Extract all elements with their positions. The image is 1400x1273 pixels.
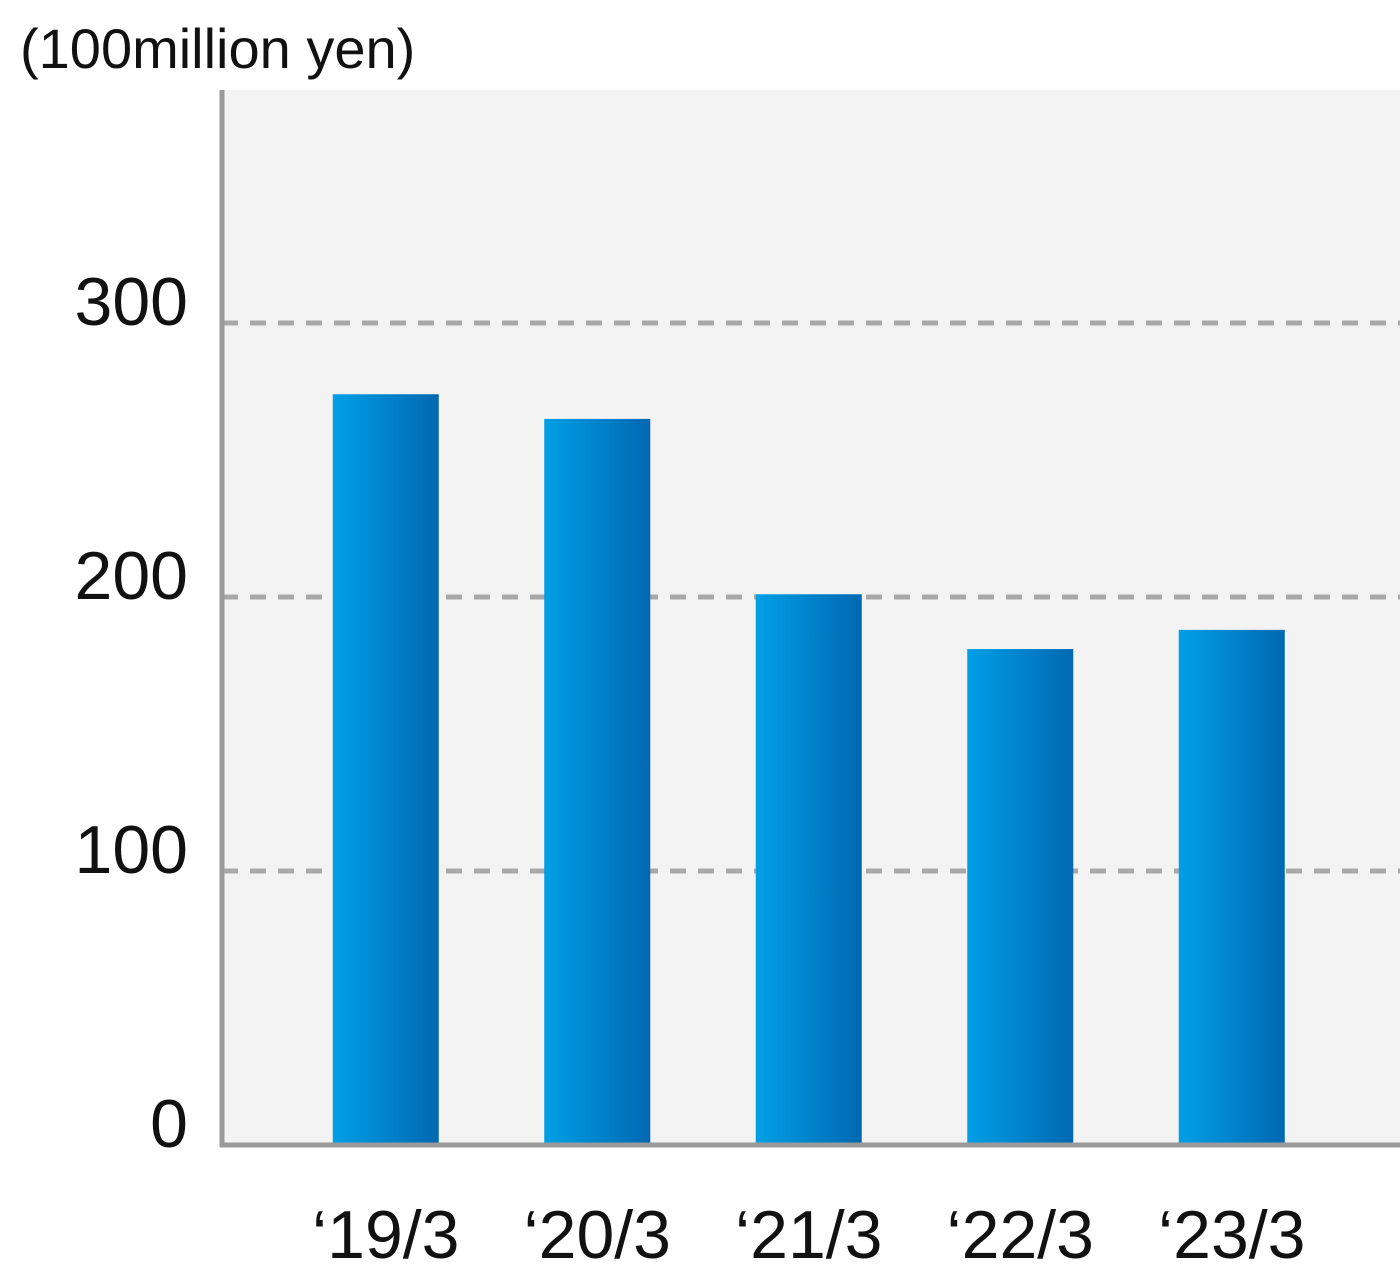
x-tick-label: ‘20/3 <box>524 1197 671 1273</box>
bar <box>544 418 651 1145</box>
y-tick-label: 0 <box>150 1086 188 1162</box>
x-tick-label: ‘22/3 <box>947 1197 1094 1273</box>
bar <box>967 649 1074 1145</box>
y-axis-unit-label: (100million yen) <box>20 17 415 80</box>
bar <box>1178 629 1285 1145</box>
x-tick-labels: ‘19/3 ‘20/3 ‘21/3 ‘22/3 ‘23/3 <box>312 1197 1305 1273</box>
y-tick-labels: 0 100 200 300 <box>75 264 188 1162</box>
y-tick-label: 100 <box>75 812 188 888</box>
y-tick-label: 200 <box>75 538 188 614</box>
y-tick-label: 300 <box>75 264 188 340</box>
x-tick-label: ‘23/3 <box>1158 1197 1305 1273</box>
bar <box>755 594 862 1145</box>
bar <box>332 394 439 1145</box>
x-tick-label: ‘19/3 <box>312 1197 459 1273</box>
x-tick-label: ‘21/3 <box>735 1197 882 1273</box>
bars <box>332 394 1285 1145</box>
